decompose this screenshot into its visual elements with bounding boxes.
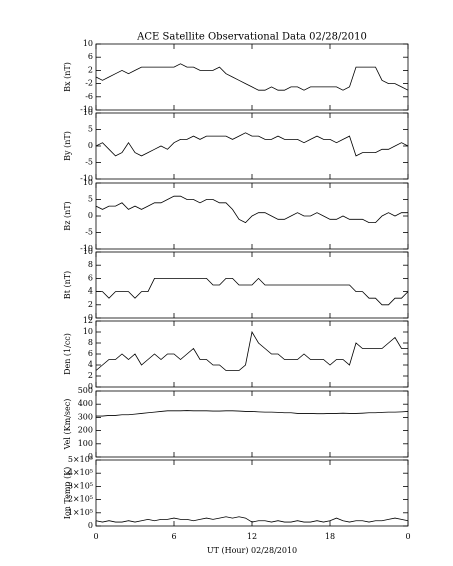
data-line [96, 277, 409, 306]
y-axis-label: Bt (nT) [63, 271, 72, 299]
y-tick-label: -5 [85, 158, 93, 167]
y-tick-label: 6 [88, 273, 93, 282]
x-tick-label: 0 [93, 532, 98, 541]
y-tick-label: 5×10⁵ [68, 455, 93, 464]
y-tick-label: -10 [80, 105, 93, 114]
y-tick-label: -10 [80, 244, 93, 253]
data-line [96, 410, 409, 417]
y-tick-label: 5 [88, 125, 93, 134]
y-tick-label: 6 [88, 349, 93, 358]
y-tick-label: 12 [83, 316, 93, 325]
y-tick-label: 10 [83, 108, 93, 117]
y-tick-label: 0 [88, 211, 93, 220]
y-tick-label: 10 [83, 178, 93, 187]
y-axis-label: By (nT) [63, 131, 72, 161]
y-tick-label: 8 [88, 338, 93, 347]
y-axis-label: Bx (nT) [63, 62, 72, 92]
data-line [95, 195, 408, 224]
y-tick-label: 4 [88, 287, 93, 296]
x-tick-label: 0 [405, 532, 410, 541]
y-tick-label: 8 [88, 260, 93, 269]
y-tick-label: 0 [88, 141, 93, 150]
y-tick-label: 0 [88, 452, 93, 461]
y-tick-label: 200 [78, 426, 93, 435]
x-axis-label: UT (Hour) 02/28/2010 [207, 546, 297, 555]
y-tick-label: 1×10⁵ [68, 508, 93, 517]
y-tick-label: 0 [88, 521, 93, 530]
y-tick-label: 4 [88, 360, 93, 369]
y-axis-label: Bz (nT) [63, 201, 72, 230]
data-line [95, 516, 409, 523]
x-tick-label: 12 [247, 532, 257, 541]
y-tick-label: -5 [85, 228, 93, 237]
chart-title: ACE Satellite Observational Data 02/28/2… [136, 32, 367, 43]
data-line [95, 330, 408, 371]
y-tick-label: 300 [78, 412, 93, 421]
y-tick-label: -10 [80, 174, 93, 183]
y-tick-label: 0 [88, 313, 93, 322]
y-tick-label: 4×10⁵ [68, 468, 93, 477]
y-tick-label: -2 [85, 79, 93, 88]
y-axis-label: Ion Temp (K) [63, 467, 72, 520]
y-tick-label: 2 [88, 65, 93, 74]
x-tick-label: 18 [325, 532, 335, 541]
y-tick-label: 5 [88, 195, 93, 204]
data-line [95, 63, 409, 91]
y-tick-label: 0 [88, 382, 93, 391]
data-line [95, 132, 409, 157]
y-tick-label: 500 [78, 386, 93, 395]
y-axis-label: Vel (Km/sec) [63, 399, 72, 451]
x-tick-label: 6 [171, 532, 176, 541]
y-tick-label: 6 [88, 52, 93, 61]
y-tick-label: 3×10⁵ [68, 481, 93, 490]
y-tick-label: 10 [83, 39, 93, 48]
y-tick-label: 100 [78, 439, 93, 448]
y-tick-label: 2 [88, 300, 93, 309]
y-tick-label: 10 [83, 327, 93, 336]
y-tick-label: 10 [83, 247, 93, 256]
y-tick-label: 400 [78, 399, 93, 408]
y-tick-label: 2 [88, 371, 93, 380]
y-tick-label: -6 [85, 92, 93, 101]
y-tick-label: 2×10⁵ [68, 495, 93, 504]
y-axis-label: Den (1/cc) [63, 333, 72, 375]
